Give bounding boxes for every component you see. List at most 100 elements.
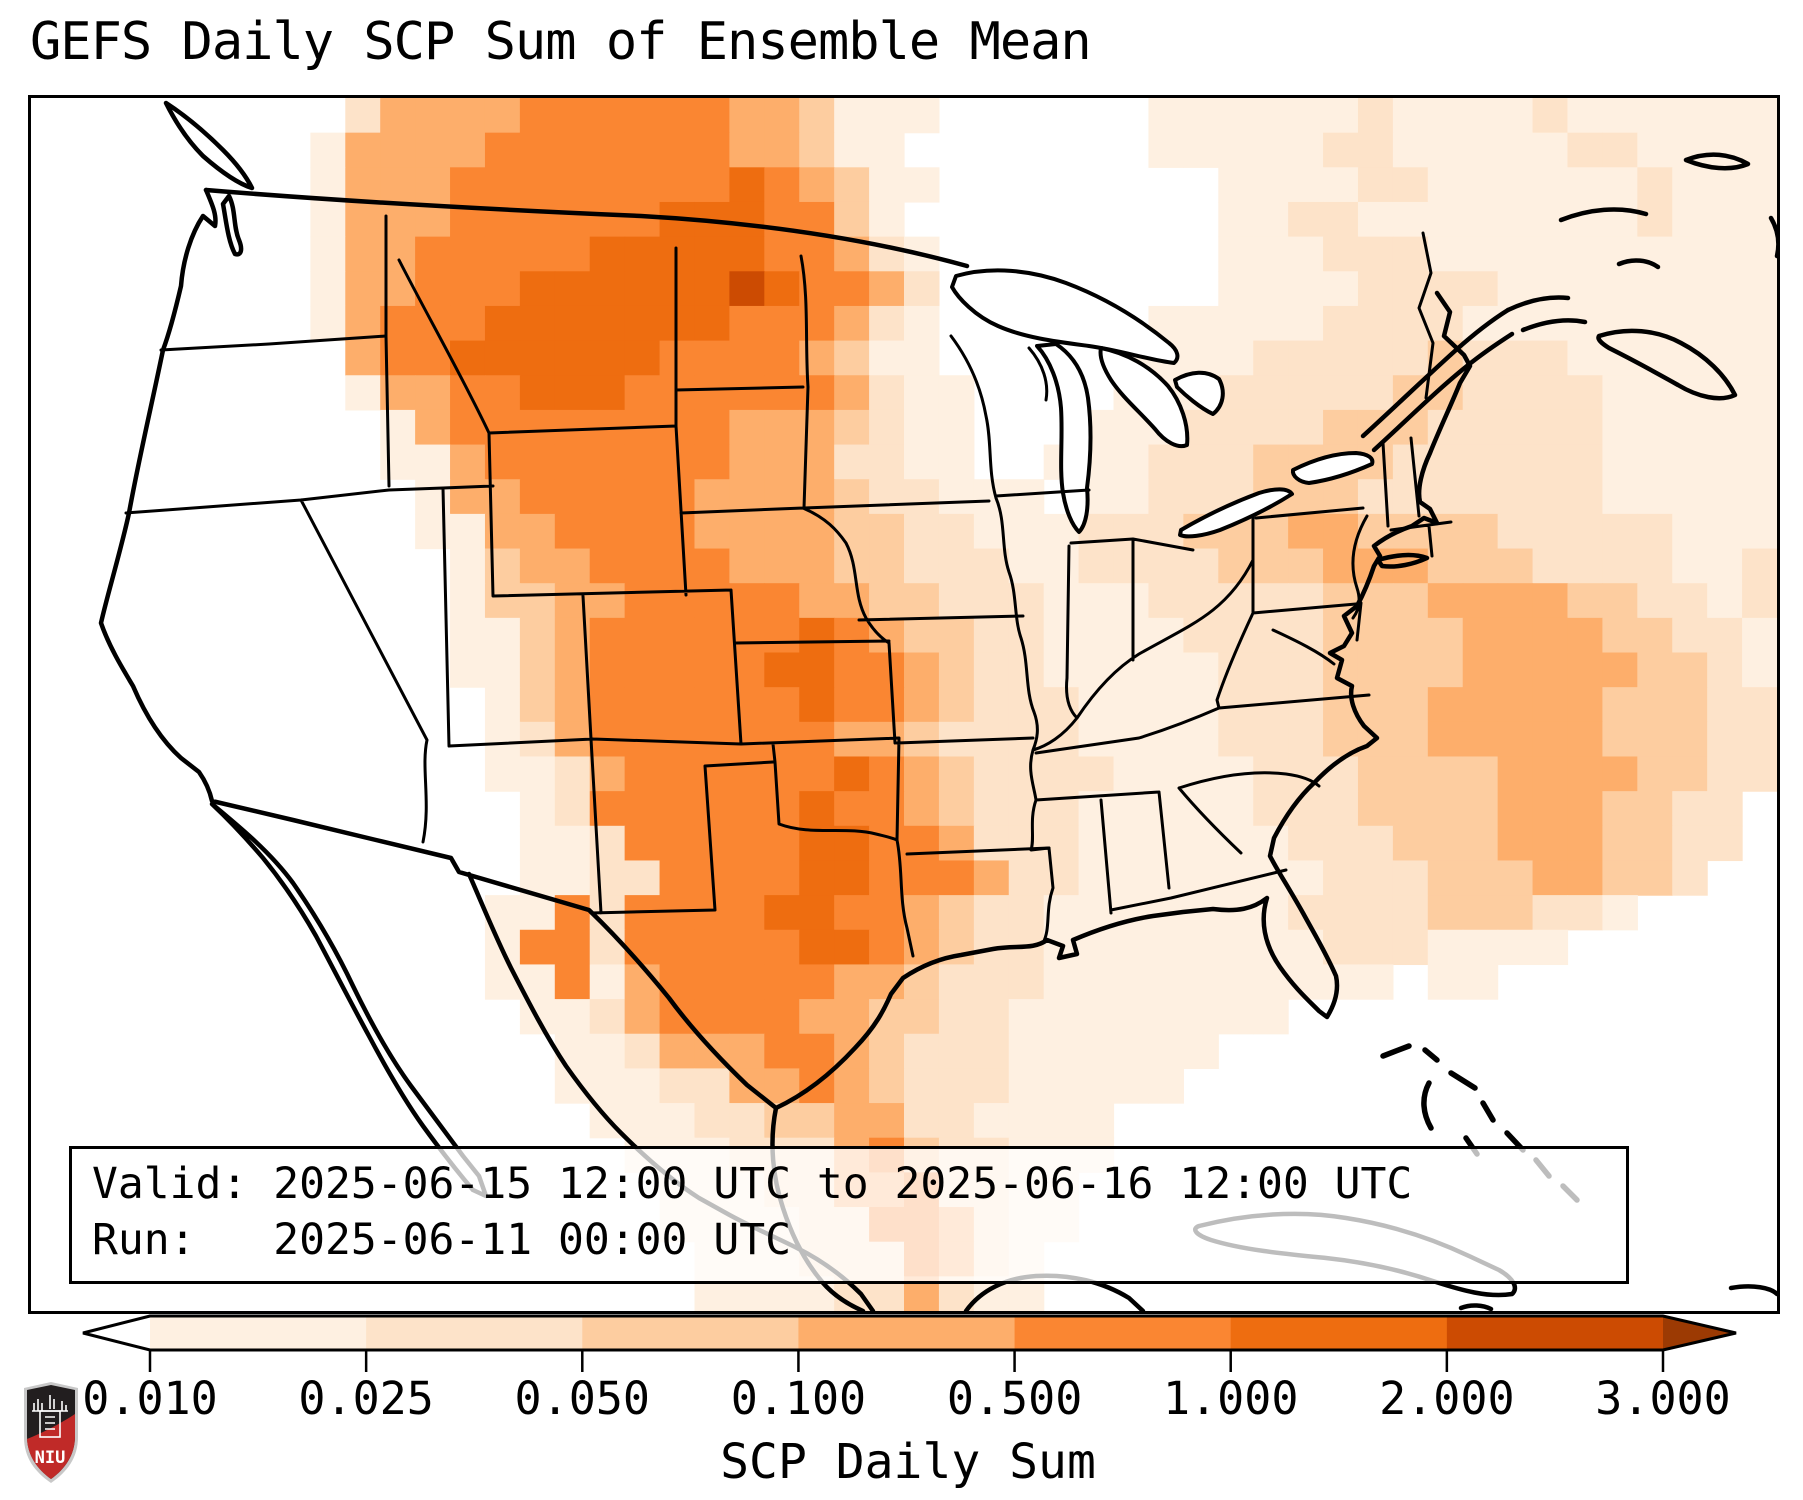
heatmap-cell	[1532, 756, 1569, 792]
heatmap-cell	[729, 271, 765, 307]
heatmap-cell	[1602, 375, 1638, 411]
heatmap-cell	[519, 652, 556, 688]
heatmap-cell	[1567, 236, 1603, 272]
heatmap-cell	[1672, 271, 1708, 307]
heatmap-cell	[554, 271, 591, 307]
heatmap-cell	[415, 98, 451, 134]
heatmap-cell	[519, 548, 556, 584]
heatmap-cell	[694, 895, 730, 931]
heatmap-cell	[973, 1103, 1010, 1139]
heatmap-cell	[904, 271, 940, 307]
heatmap-cell	[624, 548, 661, 584]
heatmap-cell	[799, 929, 835, 966]
heatmap-cell	[764, 340, 800, 376]
heatmap-cell	[938, 617, 975, 654]
colorbar-axis-label: SCP Daily Sum	[720, 1434, 1096, 1490]
heatmap-cell	[1672, 513, 1708, 550]
heatmap-cell	[554, 479, 591, 515]
heatmap-cell	[694, 964, 730, 1000]
heatmap-cell	[484, 132, 521, 168]
heatmap-cell	[624, 375, 661, 411]
heatmap-cell	[1078, 617, 1115, 654]
heatmap-cell	[799, 409, 835, 446]
heatmap-cell	[345, 271, 381, 307]
colorbar-segment	[582, 1316, 799, 1350]
heatmap-cell	[519, 825, 556, 862]
heatmap-cell	[484, 687, 521, 723]
heatmap-cell	[519, 791, 556, 827]
heatmap-cell	[904, 375, 940, 411]
heatmap-cell	[1357, 271, 1394, 307]
heatmap-cell	[1497, 375, 1534, 411]
heatmap-cell	[1357, 617, 1394, 654]
heatmap-cell	[799, 1033, 835, 1069]
heatmap-cell	[799, 98, 835, 134]
heatmap-cell	[1218, 305, 1254, 342]
heatmap-cell	[380, 98, 416, 134]
heatmap-cell	[1078, 583, 1115, 619]
colorbar-segment	[366, 1316, 583, 1350]
heatmap-cell	[904, 513, 940, 550]
heatmap-cell	[1532, 444, 1569, 480]
heatmap-cell	[1357, 756, 1394, 792]
heatmap-cell	[624, 825, 661, 862]
heatmap-cell	[834, 895, 870, 931]
heatmap-cell	[938, 1103, 975, 1139]
heatmap-cell	[1602, 721, 1638, 758]
heatmap-cell	[1148, 98, 1184, 134]
heatmap-cell	[1113, 479, 1150, 515]
heatmap-cell	[659, 860, 696, 896]
colorbar-segment	[798, 1316, 1016, 1350]
heatmap-cell	[1392, 132, 1429, 168]
heatmap-cell	[834, 756, 870, 792]
plot-title: GEFS Daily SCP Sum of Ensemble Mean	[30, 12, 1092, 72]
heatmap-cell	[694, 617, 730, 654]
heatmap-cell	[764, 721, 800, 758]
heatmap-cell	[624, 167, 661, 203]
heatmap-cell	[589, 132, 626, 168]
heatmap-cell	[554, 444, 591, 480]
colorbar-segment	[1014, 1316, 1232, 1350]
heatmap-cell	[1532, 721, 1569, 758]
heatmap-cell	[624, 583, 661, 619]
heatmap-cell	[624, 999, 661, 1035]
heatmap-cell	[869, 340, 905, 376]
colorbar-tick-label: 0.500	[947, 1372, 1082, 1425]
heatmap-cell	[519, 375, 556, 411]
heatmap-cell	[1288, 583, 1324, 619]
heatmap-cell	[484, 305, 521, 342]
heatmap-cell	[1183, 132, 1219, 168]
heatmap-cell	[694, 756, 730, 792]
heatmap-cell	[554, 652, 591, 688]
heatmap-cell	[1742, 409, 1777, 446]
heatmap-cell	[1427, 964, 1464, 1000]
heatmap-cell	[1043, 964, 1080, 1000]
heatmap-cell	[1253, 167, 1289, 203]
heatmap-cell	[1497, 444, 1534, 480]
lake-michigan	[1035, 342, 1093, 534]
heatmap-cell	[1183, 444, 1219, 480]
heatmap-cell	[554, 825, 591, 862]
heatmap-cell	[938, 409, 975, 446]
heatmap-cell	[1427, 444, 1464, 480]
atlantic-canada-coast	[1505, 152, 1777, 401]
heatmap-cell	[1357, 825, 1394, 862]
heatmap-cell	[554, 860, 591, 896]
heatmap-cell	[1462, 201, 1499, 238]
heatmap-cell	[345, 375, 381, 411]
colorbar-tick-label: 2.000	[1379, 1372, 1514, 1425]
heatmap-cell	[764, 825, 800, 862]
heatmap-cell	[1672, 652, 1708, 688]
heatmap-cell	[973, 687, 1010, 723]
heatmap-cell	[1008, 687, 1045, 723]
heatmap-cell	[799, 860, 835, 896]
heatmap-cell	[659, 825, 696, 862]
heatmap-cell	[1707, 98, 1743, 134]
heatmap-cell	[938, 964, 975, 1000]
heatmap-cell	[1253, 236, 1289, 272]
heatmap-cell	[1532, 652, 1569, 688]
heatmap-cell	[1288, 305, 1324, 342]
heatmap-cell	[1602, 167, 1638, 203]
heatmap-cell	[1148, 721, 1184, 758]
heatmap-cell	[1008, 617, 1045, 654]
